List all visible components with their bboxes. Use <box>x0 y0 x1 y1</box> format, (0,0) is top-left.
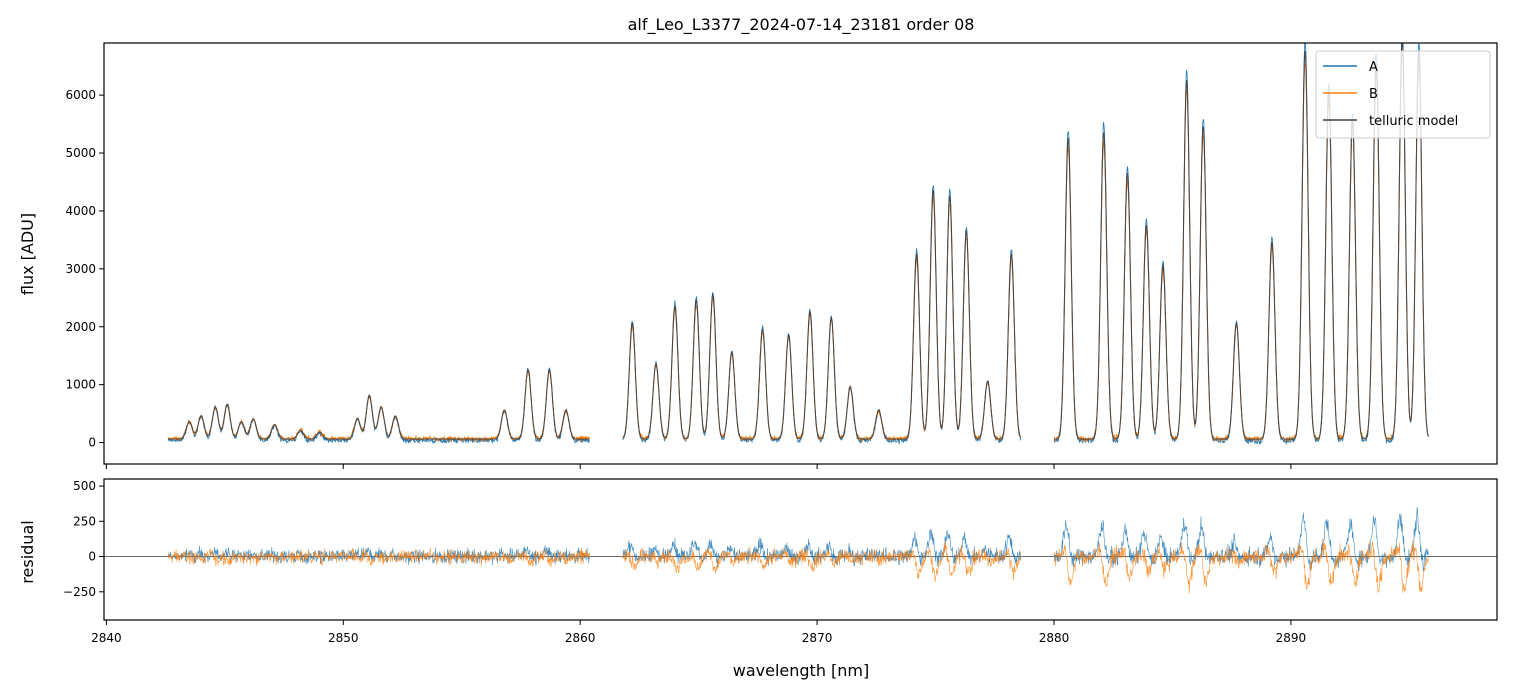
telluric-model-line <box>168 368 590 440</box>
legend-label-b: B <box>1369 87 1378 102</box>
bottom-y-ticks: −250 0 250 500 <box>63 479 104 599</box>
legend-box <box>1315 50 1491 139</box>
bottom-x-ticks: 2840 2850 2860 2870 2880 2890 <box>91 620 1306 645</box>
bottom-xtick-label: 2870 <box>802 631 833 645</box>
legend-label-a: A <box>1369 60 1378 75</box>
legend-label-telluric-model: telluric model <box>1369 114 1458 129</box>
bottom-xtick-label: 2850 <box>328 631 359 645</box>
residual-b-line <box>1053 538 1429 594</box>
bottom-ytick-label: −250 <box>63 585 96 599</box>
bottom-panel: −250 0 250 500 2840 2850 2860 2870 2880 2890 res… <box>18 478 1498 680</box>
flux-plot-area <box>167 43 1429 445</box>
bottom-xtick-label: 2880 <box>1039 631 1070 645</box>
top-ytick-label: 6000 <box>65 88 96 102</box>
telluric-model-line <box>1054 43 1429 440</box>
bottom-ytick-label: 500 <box>73 479 96 493</box>
bottom-ytick-label: 250 <box>73 514 96 528</box>
y-axis-label-residual: residual <box>18 520 37 583</box>
top-ytick-label: 0 <box>88 436 96 450</box>
bottom-ytick-label: 0 <box>88 550 96 564</box>
residual-b-line <box>622 540 1022 582</box>
chart-title: alf_Leo_L3377_2024-07-14_23181 order 08 <box>628 15 975 35</box>
legend[interactable]: A B telluric model <box>1315 50 1491 139</box>
bottom-xtick-label: 2840 <box>91 631 122 645</box>
top-panel-frame <box>103 42 1498 465</box>
telluric-model-line <box>622 190 1022 440</box>
bottom-xtick-label: 2860 <box>565 631 596 645</box>
x-axis-label-wavelength: wavelength [nm] <box>733 661 870 680</box>
top-panel: 0 1000 2000 3000 4000 5000 6000 flux [ADU] A B… <box>18 42 1498 469</box>
y-axis-label-flux: flux [ADU] <box>18 213 37 295</box>
top-ytick-label: 4000 <box>65 204 96 218</box>
top-y-ticks: 0 1000 2000 3000 4000 5000 6000 <box>65 88 104 450</box>
top-ytick-label: 2000 <box>65 320 96 334</box>
top-ytick-label: 3000 <box>65 262 96 276</box>
top-ytick-label: 5000 <box>65 146 96 160</box>
top-ytick-label: 1000 <box>65 378 96 392</box>
residual-plot-area <box>104 506 1497 594</box>
top-x-ticks <box>105 464 1292 469</box>
residual-a-line <box>167 545 590 566</box>
bottom-panel-frame <box>103 478 1498 621</box>
bottom-xtick-label: 2890 <box>1276 631 1307 645</box>
residual-b-line <box>167 547 590 568</box>
